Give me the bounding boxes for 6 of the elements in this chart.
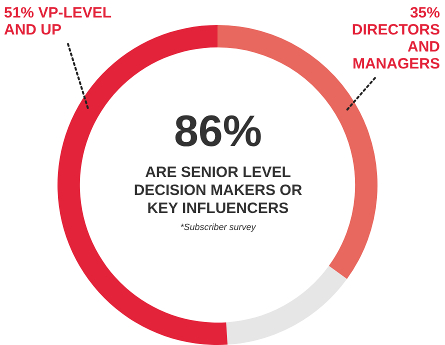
- slice-label: DIRECTORS AND MANAGERS: [352, 22, 440, 73]
- text: *Subscriber survey: [179, 222, 257, 232]
- data-label: 35%: [410, 4, 440, 22]
- slice-label: 51% VP-LEVEL AND UP: [4, 4, 112, 39]
- text: ARE SENIOR LEVEL DECISION MAKERS OR KEY INFLUENCERS: [132, 164, 304, 218]
- text: 86%: [172, 107, 264, 156]
